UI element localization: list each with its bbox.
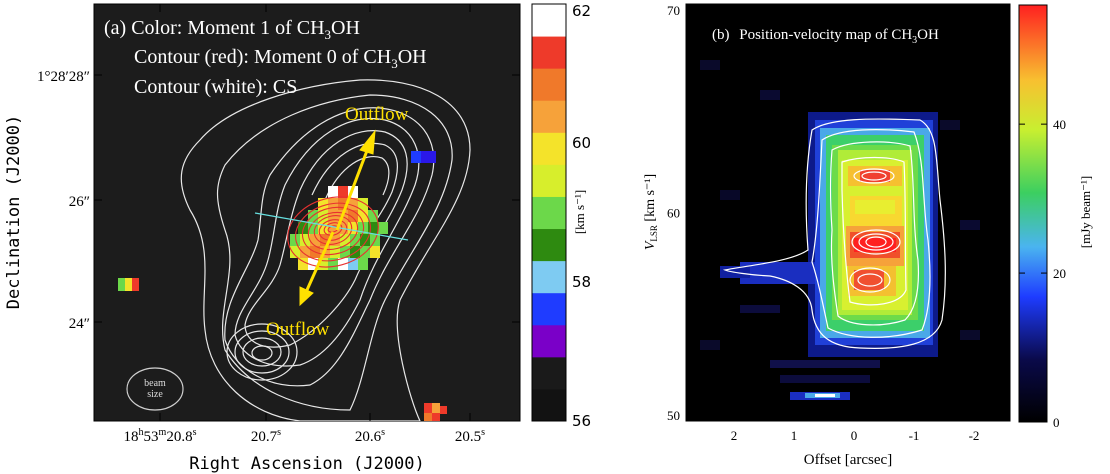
xtick-b-label-0: 2 (731, 428, 738, 443)
xtick-a-2: 20.6s (355, 427, 385, 445)
panel-a-colorbar (531, 3, 567, 422)
xtick-b-label-2: 0 (851, 428, 858, 443)
panel-a-colorbar-ticks: 56 58 60 62 (572, 2, 591, 430)
ytick-b-label-0: 50 (667, 408, 680, 423)
colorbar-a-step-1 (532, 356, 566, 390)
pv-contours (722, 118, 946, 349)
panel-b-xlabel: Offset [arcsec] (804, 452, 892, 468)
colorbar-a-step-11 (532, 36, 566, 69)
colorbar-b-tick-1: 20 (1053, 266, 1066, 281)
pv-cut-line (254, 212, 409, 241)
panel-b: (b) Position-velocity map of CH3OH 2 1 0 -1… (643, 3, 1093, 468)
panel-a-plot-area (93, 3, 521, 422)
colorbar-a-step-0 (532, 388, 566, 422)
panel-b-colorbar-label: [mJy beam⁻¹] (1078, 176, 1093, 249)
ytick-b-label-1: 60 (667, 206, 680, 221)
colorbar-a-step-10 (532, 68, 566, 101)
panel-a-ylabel: Declination (J2000) (4, 115, 24, 309)
beam-label-1: beam (144, 378, 166, 389)
panel-a-xlabel: Right Ascension (J2000) (189, 454, 424, 474)
panel-a-legend-line-3: Contour (white): CS (134, 76, 297, 98)
beam-label-2: size (147, 389, 163, 400)
ytick-b-label-2: 70 (667, 3, 680, 18)
outflow-arrows (299, 129, 376, 307)
colorbar-a-tick-0: 56 (572, 412, 591, 430)
xtick-b-label-3: -1 (909, 428, 920, 443)
colorbar-a-tick-2: 60 (572, 134, 591, 152)
panel-b-ticks (686, 4, 1010, 421)
xtick-b-label-1: 1 (791, 428, 798, 443)
moment0-contours (287, 196, 379, 268)
colorbar-a-step-7 (532, 164, 566, 197)
outflow-label-north: Outflow (345, 104, 409, 125)
xtick-a-1: 20.7s (251, 427, 281, 445)
xtick-b-label-4: -2 (969, 428, 980, 443)
colorbar-a-step-3 (532, 292, 566, 326)
colorbar-b-tick-2: 40 (1053, 117, 1066, 132)
colorbar-a-frame (531, 3, 567, 422)
colorbar-a-step-8 (532, 132, 566, 165)
panel-b-colorbar (1018, 4, 1048, 423)
colorbar-a-step-6 (532, 196, 566, 230)
ytick-a-2: 24″ (69, 316, 90, 332)
ytick-a-0: 1°28′28″ (37, 69, 90, 85)
panel-a-ticks (94, 4, 520, 421)
panel-a-legend-line-1: (a) Color: Moment 1 of CH3OH (104, 17, 360, 42)
panel-b-title: (b) Position-velocity map of CH3OH (712, 27, 939, 46)
colorbar-a-tick-1: 58 (572, 273, 591, 291)
xtick-a-0: 18h53m20.8s (124, 427, 197, 445)
colorbar-a-step-5 (532, 228, 566, 262)
panel-a-legend-line-2: Contour (red): Moment 0 of CH3OH (134, 46, 427, 71)
colorbar-b-tick-0: 0 (1053, 415, 1060, 430)
outflow-label-south: Outflow (266, 319, 330, 340)
xtick-a-3: 20.5s (455, 427, 485, 445)
panel-a: (a) Color: Moment 1 of CH3OH Contour (re… (4, 2, 591, 474)
panel-b-colorbar-ticks: 0 20 40 (1019, 117, 1066, 430)
colorbar-a-step-4 (532, 260, 566, 294)
colorbar-a-tick-3: 62 (572, 2, 591, 20)
panel-b-tick-labels: 2 1 0 -1 -2 50 60 70 (667, 3, 979, 443)
colorbar-a-step-12 (532, 4, 566, 37)
panel-a-colorbar-label: [km s⁻¹] (572, 190, 587, 234)
panel-b-ylabel: VLSR [km s⁻¹] (643, 174, 659, 250)
colorbar-a-step-9 (532, 100, 566, 133)
ytick-a-1: 26″ (69, 194, 90, 210)
colorbar-a-step-2 (532, 324, 566, 358)
pv-noise (700, 60, 980, 383)
